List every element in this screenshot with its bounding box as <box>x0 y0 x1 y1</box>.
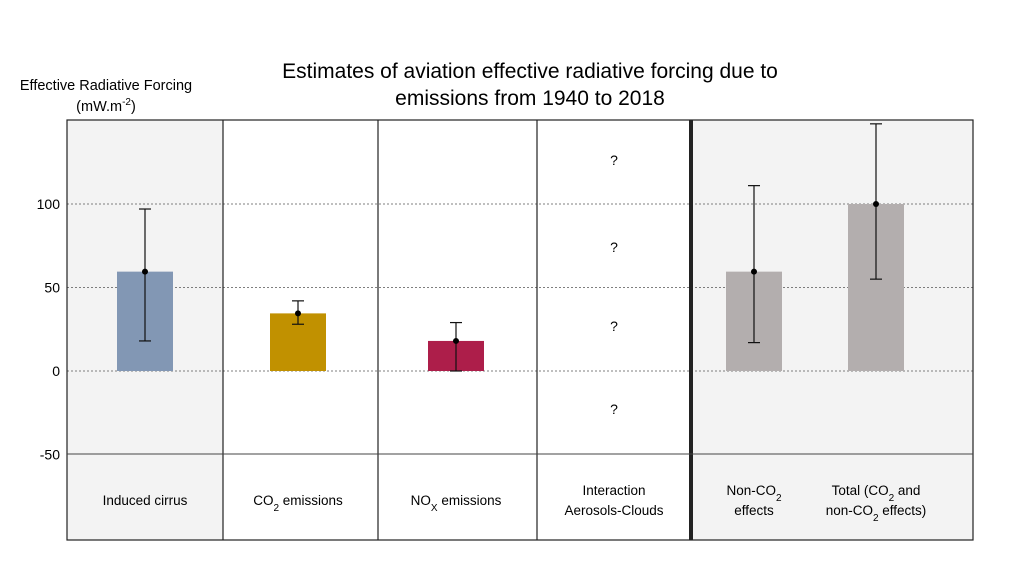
category-label-line2: non-CO2 effects) <box>826 503 927 524</box>
y-axis-label: Effective Radiative Forcing <box>20 78 192 94</box>
category-label: NOX emissions <box>411 493 502 514</box>
unknown-mark: ? <box>610 239 618 255</box>
category-label-line1: Interaction <box>582 483 645 498</box>
chart-title-line2: emissions from 1940 to 2018 <box>395 87 665 110</box>
data-point <box>751 268 757 275</box>
unknown-mark: ? <box>610 401 618 417</box>
category-label-line2: effects <box>734 503 774 518</box>
y-axis-unit: (mW.m-2) <box>76 97 136 115</box>
y-tick-label: -50 <box>40 447 60 463</box>
plot-frame <box>66 119 974 541</box>
category-label: Induced cirrus <box>103 493 188 508</box>
y-tick-label: 100 <box>37 196 61 212</box>
unknown-mark: ? <box>610 318 618 334</box>
chart-title-line1: Estimates of aviation effective radiativ… <box>282 60 778 83</box>
y-tick-label: 0 <box>52 363 60 379</box>
category-label-line1: Non-CO2 <box>726 483 782 504</box>
category-label-line2: Aerosols-Clouds <box>564 503 663 518</box>
data-point <box>453 337 459 344</box>
y-tick-label: 50 <box>44 280 60 296</box>
data-point <box>873 201 879 207</box>
data-point <box>142 268 148 275</box>
category-label-line1: Total (CO2 and <box>832 483 921 504</box>
unknown-mark: ? <box>610 152 618 168</box>
data-point <box>295 310 301 317</box>
category-label: CO2 emissions <box>253 493 343 514</box>
